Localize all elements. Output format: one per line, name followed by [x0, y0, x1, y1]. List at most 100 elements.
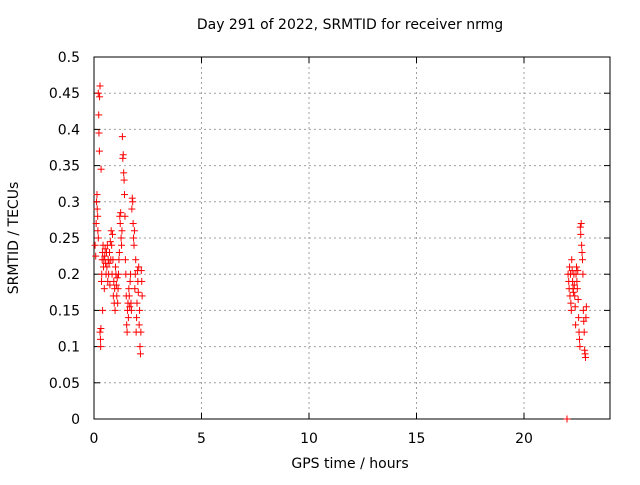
data-point — [97, 343, 105, 351]
data-point — [575, 314, 583, 322]
data-point — [96, 328, 104, 336]
data-point — [569, 288, 577, 296]
data-point — [107, 227, 115, 235]
y-axis-label: SRMTID / TECUs — [6, 182, 22, 295]
data-point — [135, 263, 143, 271]
data-point — [135, 321, 143, 329]
data-point — [96, 82, 104, 90]
data-point — [571, 292, 579, 300]
data-point — [566, 263, 574, 271]
data-point — [121, 256, 129, 264]
x-tick-label: 0 — [90, 431, 99, 447]
data-point — [125, 292, 133, 300]
data-point — [117, 209, 125, 217]
y-tick-label: 0.05 — [49, 376, 80, 392]
x-tick-label: 20 — [515, 431, 533, 447]
data-point — [108, 241, 116, 249]
data-point — [578, 256, 586, 264]
data-point — [123, 321, 131, 329]
data-point — [572, 321, 580, 329]
y-tick-label: 0.1 — [58, 340, 80, 356]
data-point — [130, 234, 138, 242]
data-point — [138, 277, 146, 285]
data-point — [105, 248, 113, 256]
data-point — [114, 299, 122, 307]
y-tick-label: 0.35 — [49, 159, 80, 175]
data-point — [104, 277, 112, 285]
data-point — [136, 343, 144, 351]
y-tick-label: 0.15 — [49, 303, 80, 319]
data-point — [576, 343, 584, 351]
x-axis-label: GPS time / hours — [291, 456, 409, 472]
data-point — [579, 306, 587, 314]
x-tick-label: 5 — [197, 431, 206, 447]
data-point — [582, 303, 590, 311]
data-point — [126, 277, 134, 285]
data-point — [120, 169, 128, 177]
data-point — [119, 151, 127, 159]
data-point — [106, 238, 114, 246]
data-point — [95, 147, 103, 155]
data-point — [580, 328, 588, 336]
data-point — [581, 353, 589, 361]
data-point — [133, 314, 141, 322]
data-point — [133, 299, 141, 307]
data-point — [94, 89, 102, 97]
data-point — [137, 328, 145, 336]
data-point — [92, 220, 100, 228]
data-point — [136, 306, 144, 314]
data-point — [114, 285, 122, 293]
data-point — [578, 241, 586, 249]
data-point — [105, 259, 113, 267]
data-point — [121, 212, 129, 220]
data-point — [98, 277, 106, 285]
data-point — [110, 277, 118, 285]
y-tick-label: 0.4 — [58, 122, 80, 138]
data-point — [577, 230, 585, 238]
data-point — [115, 256, 123, 264]
data-point — [118, 241, 126, 249]
data-point — [126, 303, 134, 311]
data-point — [93, 191, 101, 199]
data-point — [580, 317, 588, 325]
data-point — [100, 285, 108, 293]
data-point — [115, 248, 123, 256]
data-point — [92, 252, 100, 260]
data-point — [124, 314, 132, 322]
data-point — [96, 93, 104, 101]
data-point — [575, 335, 583, 343]
data-point — [123, 328, 131, 336]
data-point — [91, 241, 99, 249]
data-point — [103, 263, 111, 271]
data-point — [573, 277, 581, 285]
chart-title: Day 291 of 2022, SRMTID for receiver nrm… — [196, 17, 504, 33]
data-point — [118, 133, 126, 141]
data-point — [129, 220, 137, 228]
data-point — [101, 245, 109, 253]
plot-frame — [93, 56, 611, 420]
data-point — [106, 281, 114, 289]
data-point — [113, 292, 121, 300]
data-point — [94, 212, 102, 220]
data-point — [109, 256, 117, 264]
data-point — [94, 227, 102, 235]
data-point — [118, 227, 126, 235]
data-point — [567, 299, 575, 307]
y-tick-label: 0.3 — [58, 195, 80, 211]
data-point — [128, 205, 136, 213]
y-tick-label: 0.2 — [58, 267, 80, 283]
data-point — [577, 220, 585, 228]
data-point — [131, 285, 139, 293]
data-point — [97, 325, 105, 332]
data-point — [113, 274, 121, 282]
data-point — [95, 129, 103, 137]
data-point — [115, 270, 123, 278]
data-point — [127, 306, 135, 314]
data-point — [120, 176, 128, 184]
data-point — [571, 303, 579, 311]
data-point — [93, 205, 101, 213]
data-point — [121, 191, 129, 199]
data-point — [573, 285, 581, 293]
